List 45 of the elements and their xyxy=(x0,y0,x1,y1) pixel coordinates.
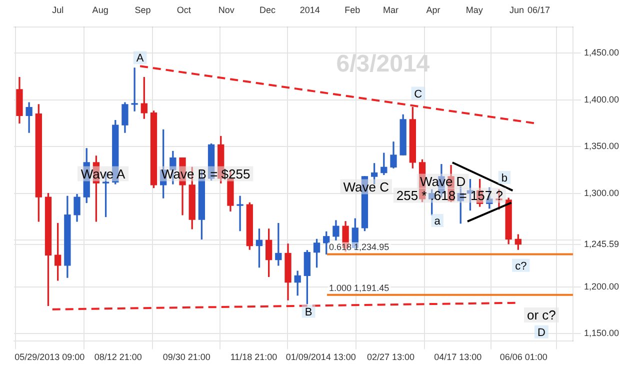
x-tick-label: 06/06 01:00 xyxy=(500,352,548,362)
y-tick-label: 1,200.00 xyxy=(584,281,620,292)
x2-tick-label: Aug xyxy=(92,4,108,15)
x2-tick-label: Jul xyxy=(52,4,64,15)
x2-tick-label: Sep xyxy=(134,4,151,15)
y-tick-label: 1,300.00 xyxy=(584,188,620,198)
y-tick-label: 1,150.00 xyxy=(584,328,620,338)
x2-tick-label: Jun xyxy=(510,4,524,15)
candlestick xyxy=(131,68,138,112)
x2-tick-label: May xyxy=(466,4,484,15)
x-tick-label: 09/30 21:00 xyxy=(162,352,210,362)
x2-tick-label: Feb xyxy=(344,4,360,15)
x-tick-label: 11/18 21:00 xyxy=(230,352,278,362)
annotation: Wave A xyxy=(80,166,126,182)
annotation: a xyxy=(434,216,442,228)
x-tick-label: 04/17 13:00 xyxy=(434,352,482,362)
annotation: A xyxy=(136,52,144,65)
annotation: Wave B = $255 xyxy=(161,166,250,182)
y-tick-label: 1,350.00 xyxy=(584,141,620,152)
x2-tick-label: Apr xyxy=(426,4,440,15)
annotation: C xyxy=(414,88,422,100)
y-tick-label: 1,400.00 xyxy=(584,94,620,104)
x2-tick-label: Mar xyxy=(383,4,399,15)
annotation: or c? xyxy=(527,308,556,323)
x2-tick-label: Dec xyxy=(259,4,276,15)
annotation: Wave D xyxy=(420,174,466,189)
x-tick-label: 08/12 21:00 xyxy=(94,352,142,362)
annotation: B xyxy=(304,306,312,318)
x2-tick-label: 06/17 xyxy=(527,4,550,15)
x2-tick-label: Oct xyxy=(176,4,192,15)
y-tick-label: 1,450.00 xyxy=(584,47,620,58)
annotation: 255 * .618 = 157 ? xyxy=(396,188,503,203)
x2-tick-label: Nov xyxy=(218,4,235,15)
x-tick-label: 05/29/2013 09:00 xyxy=(14,352,85,362)
candlestick xyxy=(236,196,244,232)
x2-tick-label: 2014 xyxy=(300,4,320,15)
ref-line-label: 0.618 1,234.95 xyxy=(329,242,390,252)
x-tick-label: 01/09/2014 13:00 xyxy=(286,352,356,362)
ref-line-label: 1.000 1,191.45 xyxy=(329,282,390,293)
y-tick-label: 1,245.59 xyxy=(584,238,620,249)
annotation: c? xyxy=(515,260,527,272)
annotation: D xyxy=(537,326,546,339)
annotation: b xyxy=(501,172,508,184)
annotation: Wave C xyxy=(343,179,389,194)
x-tick-label: 02/27 13:00 xyxy=(366,352,415,362)
